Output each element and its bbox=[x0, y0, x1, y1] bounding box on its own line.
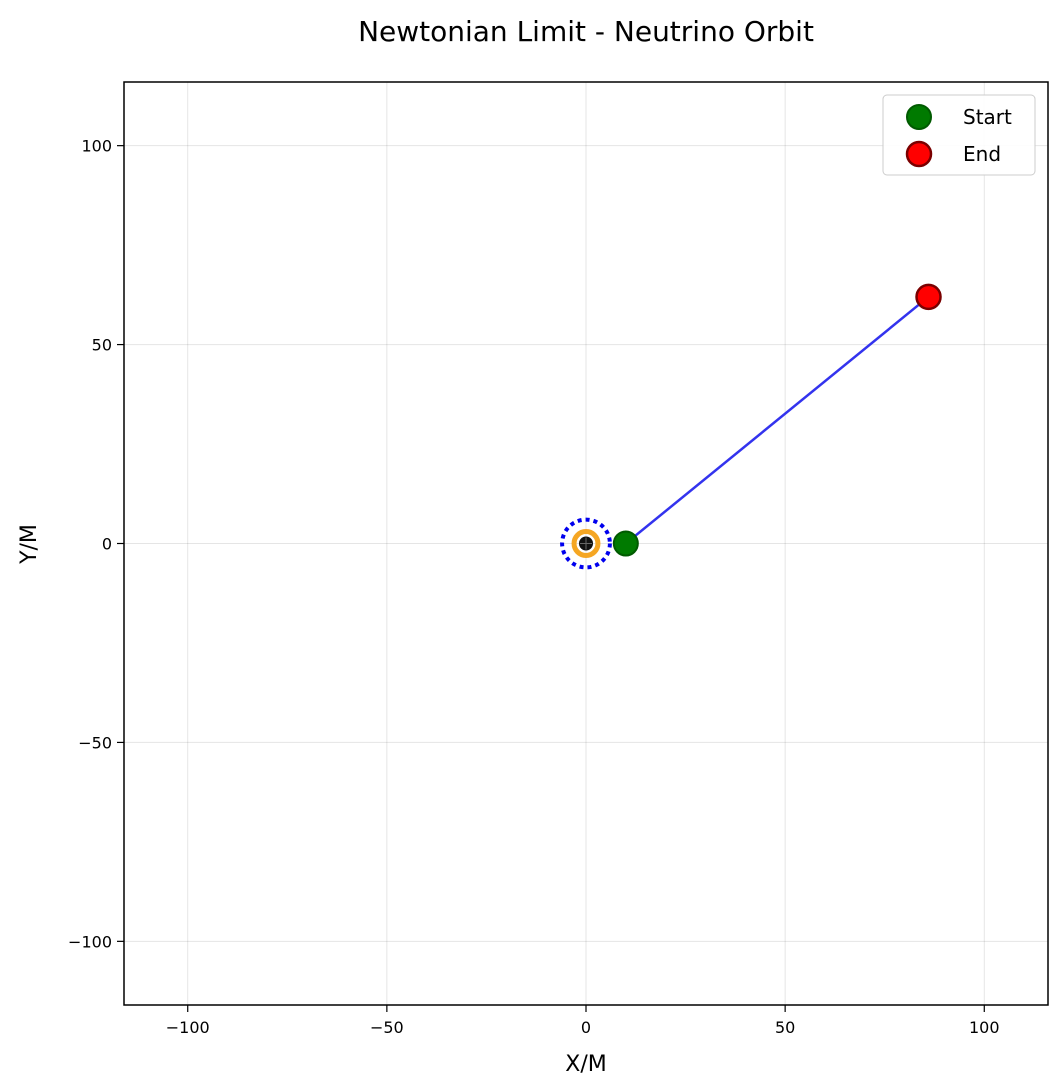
y-tick-label: 100 bbox=[81, 137, 112, 156]
central-object bbox=[560, 517, 612, 570]
x-tick-label: −100 bbox=[166, 1018, 210, 1037]
y-tick-label: −100 bbox=[68, 932, 112, 951]
y-tick-label: 50 bbox=[92, 336, 112, 355]
photon-sphere-ring bbox=[560, 517, 612, 570]
start-marker bbox=[612, 530, 639, 557]
x-tick-label: 50 bbox=[775, 1018, 795, 1037]
legend-start-label: Start bbox=[963, 105, 1012, 129]
x-axis-label: X/M bbox=[565, 1052, 606, 1077]
y-tick-label: 0 bbox=[102, 535, 112, 554]
legend: Start End bbox=[882, 94, 1036, 176]
event-horizon-ring bbox=[571, 529, 601, 558]
trajectory bbox=[625, 295, 930, 545]
chart-title: Newtonian Limit - Neutrino Orbit bbox=[358, 15, 814, 48]
x-tick-label: −50 bbox=[370, 1018, 404, 1037]
x-ticks: −100 −50 0 50 100 bbox=[166, 1005, 1000, 1037]
trajectory-line bbox=[625, 295, 930, 545]
legend-box bbox=[882, 94, 1036, 176]
y-axis-label: Y/M bbox=[17, 524, 42, 565]
x-tick-label: 100 bbox=[969, 1018, 1000, 1037]
y-ticks: −100 −50 0 50 100 bbox=[68, 137, 124, 951]
y-tick-label: −50 bbox=[78, 733, 112, 752]
legend-end-label: End bbox=[963, 142, 1001, 166]
legend-end-marker bbox=[905, 140, 933, 168]
legend-start-marker bbox=[906, 104, 932, 130]
markers bbox=[612, 283, 942, 557]
end-marker bbox=[915, 283, 942, 311]
x-tick-label: 0 bbox=[581, 1018, 591, 1037]
